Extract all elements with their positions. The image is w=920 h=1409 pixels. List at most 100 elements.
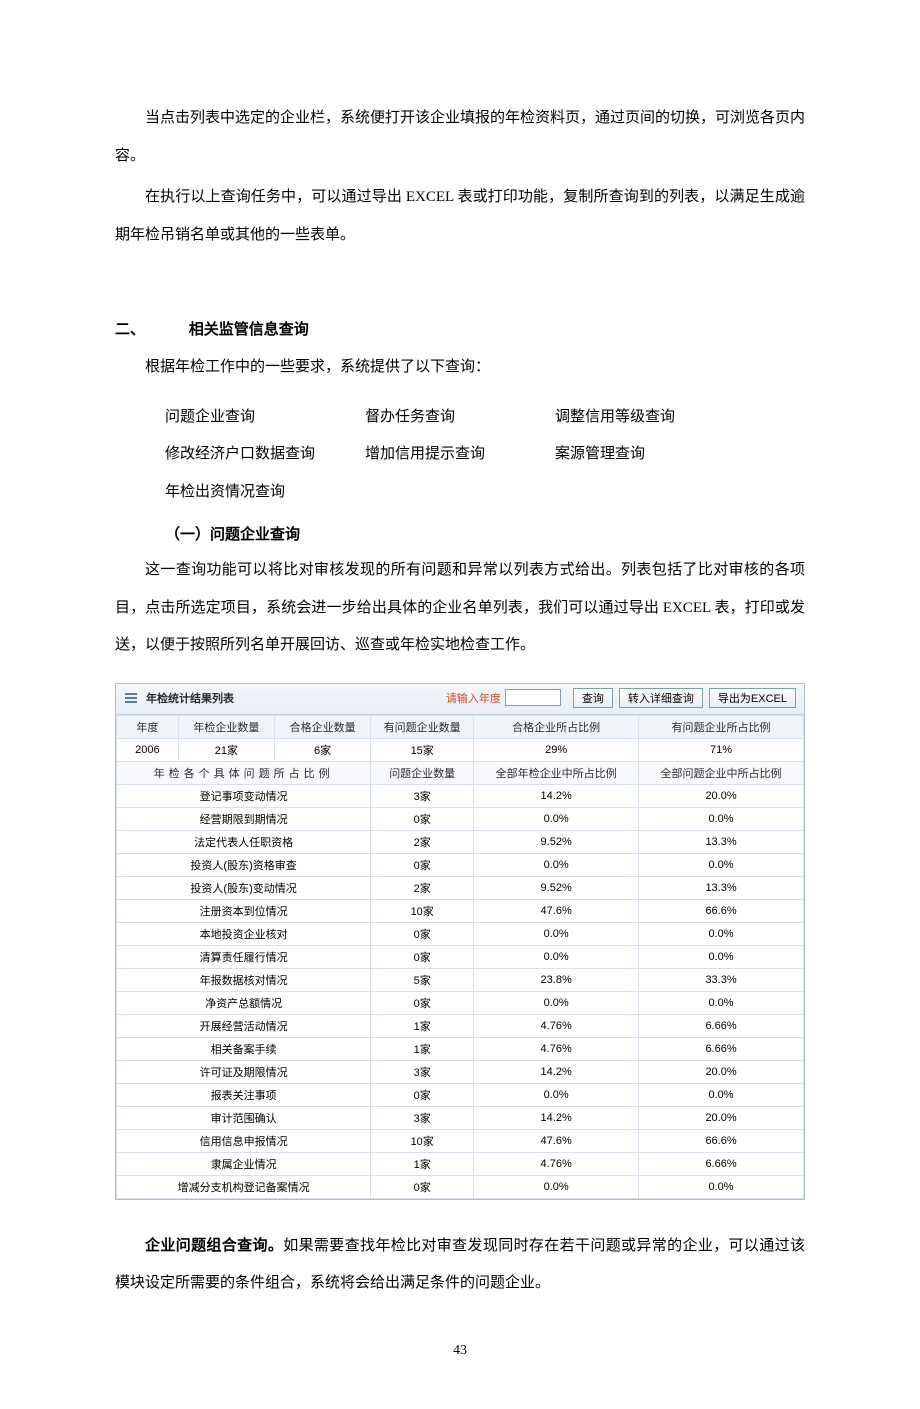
col-passpct: 合格企业所占比例 [474, 715, 639, 738]
query-item: 增加信用提示查询 [365, 436, 555, 474]
detail-row[interactable]: 本地投资企业核对0家0.0%0.0% [117, 922, 804, 945]
issue-count: 0家 [371, 1175, 474, 1198]
issue-pct-all: 0.0% [474, 922, 639, 945]
issue-label: 增减分支机构登记备案情况 [117, 1175, 371, 1198]
year-input[interactable] [505, 689, 561, 706]
issue-count: 3家 [371, 784, 474, 807]
issue-label: 隶属企业情况 [117, 1152, 371, 1175]
blank-spacer [115, 258, 805, 288]
detail-row[interactable]: 相关备案手续1家4.76%6.66% [117, 1037, 804, 1060]
col-pass: 合格企业数量 [275, 715, 371, 738]
query-item: 案源管理查询 [555, 436, 755, 474]
paragraph-4: 这一查询功能可以将比对审核发现的所有问题和异常以列表方式给出。列表包括了比对审核… [115, 552, 805, 665]
col-issue-count: 问题企业数量 [371, 761, 474, 784]
detail-row[interactable]: 报表关注事项0家0.0%0.0% [117, 1083, 804, 1106]
issue-pct-problem: 66.6% [639, 1129, 804, 1152]
issue-pct-all: 14.2% [474, 784, 639, 807]
issue-count: 5家 [371, 968, 474, 991]
query-type-grid: 问题企业查询 督办任务查询 调整信用等级查询 修改经济户口数据查询 增加信用提示… [165, 399, 805, 512]
query-item: 调整信用等级查询 [555, 399, 755, 437]
issue-pct-problem: 0.0% [639, 1175, 804, 1198]
section-2-heading: 二、 相关监管信息查询 [115, 318, 805, 339]
col-issue-p2: 全部问题企业中所占比例 [639, 761, 804, 784]
panel-header: 年检统计结果列表 请输入年度 查询 转入详细查询 导出为EXCEL [116, 684, 804, 715]
detail-row[interactable]: 隶属企业情况1家4.76%6.66% [117, 1152, 804, 1175]
detail-row[interactable]: 经营期限到期情况0家0.0%0.0% [117, 807, 804, 830]
export-excel-button[interactable]: 导出为EXCEL [709, 688, 796, 708]
issue-label: 审计范围确认 [117, 1106, 371, 1129]
query-item: 修改经济户口数据查询 [165, 436, 365, 474]
issue-pct-all: 9.52% [474, 830, 639, 853]
detail-row[interactable]: 许可证及期限情况3家14.2%20.0% [117, 1060, 804, 1083]
query-item: 督办任务查询 [365, 399, 555, 437]
summary-pass: 6家 [275, 738, 371, 761]
query-item: 问题企业查询 [165, 399, 365, 437]
issue-pct-all: 0.0% [474, 945, 639, 968]
detail-row[interactable]: 法定代表人任职资格2家9.52%13.3% [117, 830, 804, 853]
detail-query-button[interactable]: 转入详细查询 [619, 688, 703, 708]
summary-passpct: 29% [474, 738, 639, 761]
issue-count: 0家 [371, 1083, 474, 1106]
issue-count: 2家 [371, 876, 474, 899]
issue-label: 注册资本到位情况 [117, 899, 371, 922]
paragraph-5: 企业问题组合查询。如果需要查找年检比对审查发现同时存在若干问题或异常的企业，可以… [115, 1228, 805, 1303]
summary-probpct: 71% [639, 738, 804, 761]
detail-row[interactable]: 信用信息申报情况10家47.6%66.6% [117, 1129, 804, 1152]
issue-pct-all: 47.6% [474, 899, 639, 922]
detail-row[interactable]: 增减分支机构登记备案情况0家0.0%0.0% [117, 1175, 804, 1198]
issue-label: 投资人(股东)资格审查 [117, 853, 371, 876]
issue-label: 本地投资企业核对 [117, 922, 371, 945]
issue-pct-all: 4.76% [474, 1014, 639, 1037]
col-probpct: 有问题企业所占比例 [639, 715, 804, 738]
detail-row[interactable]: 年报数据核对情况5家23.8%33.3% [117, 968, 804, 991]
detail-row[interactable]: 登记事项变动情况3家14.2%20.0% [117, 784, 804, 807]
issue-pct-all: 14.2% [474, 1060, 639, 1083]
issue-pct-problem: 20.0% [639, 784, 804, 807]
col-checked: 年检企业数量 [178, 715, 274, 738]
issue-count: 1家 [371, 1014, 474, 1037]
issue-count: 3家 [371, 1106, 474, 1129]
issue-pct-all: 0.0% [474, 1083, 639, 1106]
paragraph-3: 根据年检工作中的一些要求，系统提供了以下查询： [115, 349, 805, 387]
detail-row[interactable]: 审计范围确认3家14.2%20.0% [117, 1106, 804, 1129]
issue-label: 信用信息申报情况 [117, 1129, 371, 1152]
detail-row[interactable]: 投资人(股东)变动情况2家9.52%13.3% [117, 876, 804, 899]
issue-pct-problem: 0.0% [639, 945, 804, 968]
detail-row[interactable]: 清算责任履行情况0家0.0%0.0% [117, 945, 804, 968]
detail-row[interactable]: 注册资本到位情况10家47.6%66.6% [117, 899, 804, 922]
issue-pct-problem: 6.66% [639, 1152, 804, 1175]
issue-label: 年报数据核对情况 [117, 968, 371, 991]
detail-row[interactable]: 开展经营活动情况1家4.76%6.66% [117, 1014, 804, 1037]
detail-row[interactable]: 净资产总额情况0家0.0%0.0% [117, 991, 804, 1014]
issue-pct-all: 0.0% [474, 991, 639, 1014]
issue-count: 0家 [371, 991, 474, 1014]
issue-pct-all: 0.0% [474, 1175, 639, 1198]
col-issue-p1: 全部年检企业中所占比例 [474, 761, 639, 784]
detail-row[interactable]: 投资人(股东)资格审查0家0.0%0.0% [117, 853, 804, 876]
query-button[interactable]: 查询 [573, 688, 613, 708]
issue-label: 相关备案手续 [117, 1037, 371, 1060]
issue-label: 许可证及期限情况 [117, 1060, 371, 1083]
issue-pct-problem: 0.0% [639, 1083, 804, 1106]
section-title-text: 相关监管信息查询 [189, 322, 309, 338]
issue-pct-problem: 13.3% [639, 830, 804, 853]
summary-row: 2006 21家 6家 15家 29% 71% [117, 738, 804, 761]
issue-pct-all: 14.2% [474, 1106, 639, 1129]
issue-pct-all: 23.8% [474, 968, 639, 991]
table-header-row: 年度 年检企业数量 合格企业数量 有问题企业数量 合格企业所占比例 有问题企业所… [117, 715, 804, 738]
issue-count: 1家 [371, 1037, 474, 1060]
detail-header-row: 年检各个具体问题所占比例 问题企业数量 全部年检企业中所占比例 全部问题企业中所… [117, 761, 804, 784]
issue-pct-all: 0.0% [474, 807, 639, 830]
query-item: 年检出资情况查询 [165, 474, 365, 512]
issue-pct-all: 0.0% [474, 853, 639, 876]
issue-label: 登记事项变动情况 [117, 784, 371, 807]
paragraph-2: 在执行以上查询任务中，可以通过导出 EXCEL 表或打印功能，复制所查询到的列表… [115, 179, 805, 254]
issue-pct-problem: 0.0% [639, 853, 804, 876]
issue-label: 法定代表人任职资格 [117, 830, 371, 853]
issue-label: 报表关注事项 [117, 1083, 371, 1106]
summary-year: 2006 [117, 738, 179, 761]
subsection-1-title: （一）问题企业查询 [165, 523, 805, 544]
issue-pct-problem: 20.0% [639, 1106, 804, 1129]
issue-pct-problem: 0.0% [639, 922, 804, 945]
issue-count: 0家 [371, 807, 474, 830]
